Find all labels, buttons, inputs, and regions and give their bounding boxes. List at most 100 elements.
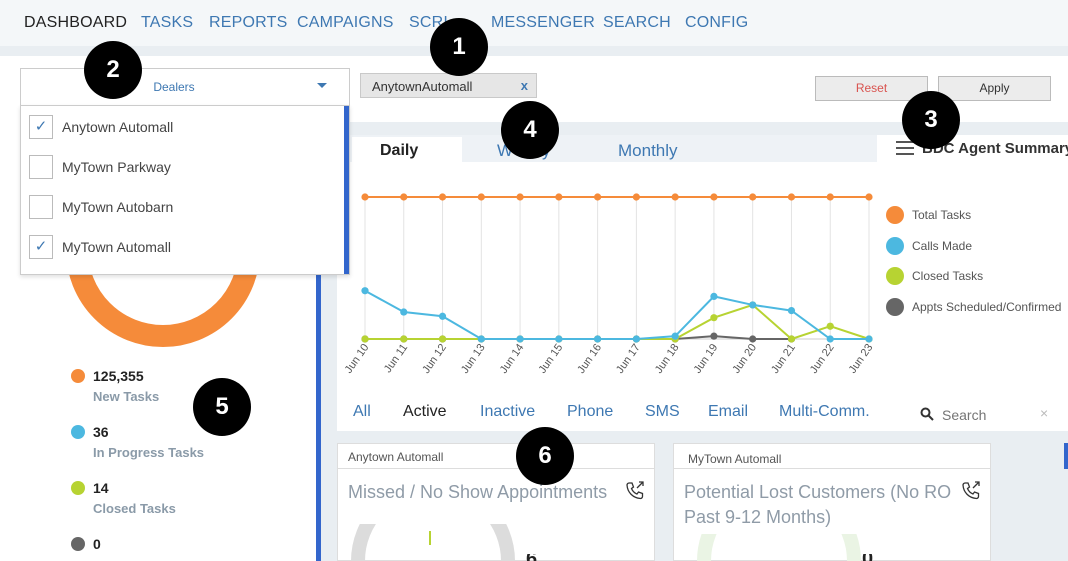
right-edge-scroll[interactable] xyxy=(1064,443,1068,469)
tab-daily[interactable]: Daily xyxy=(380,142,419,159)
x-tick-label: Jun 21 xyxy=(769,342,798,376)
data-point xyxy=(594,193,602,201)
tab-all[interactable]: All xyxy=(353,403,371,420)
data-point xyxy=(594,335,602,343)
x-tick-label: Jun 11 xyxy=(382,342,410,375)
apply-button[interactable]: Apply xyxy=(938,76,1051,101)
card-dealer-label: MyTown Automall xyxy=(688,452,782,466)
data-point xyxy=(516,335,524,343)
data-point xyxy=(710,332,718,340)
card-divider xyxy=(338,468,654,469)
card-title-line1: Potential Lost Customers (No RO xyxy=(684,482,952,502)
gauge-track xyxy=(697,534,861,561)
x-tick-label: Jun 13 xyxy=(459,342,488,376)
search-input[interactable] xyxy=(942,404,1032,426)
x-tick-label: Jun 19 xyxy=(692,342,721,376)
card-value: 0 xyxy=(862,554,873,561)
closed-count: 14 xyxy=(93,480,109,496)
data-point xyxy=(438,335,447,343)
tab-active[interactable]: Active xyxy=(403,403,447,420)
data-point xyxy=(477,193,485,201)
data-point xyxy=(555,335,563,343)
x-tick-label: Jun 14 xyxy=(498,342,527,376)
legend-calls-made[interactable]: Calls Made xyxy=(912,239,973,253)
new-tasks-count: 125,355 xyxy=(93,368,144,384)
search-clear-icon[interactable]: × xyxy=(1040,405,1049,421)
data-point xyxy=(361,193,369,201)
legend-total-tasks[interactable]: Total Tasks xyxy=(912,208,972,222)
data-point xyxy=(749,301,757,309)
nav-search[interactable]: SEARCH xyxy=(603,14,671,31)
dealer-option-label: Anytown Automall xyxy=(62,119,174,135)
dealer-option[interactable]: MyTown Parkway xyxy=(21,147,341,187)
data-point xyxy=(865,193,873,201)
appts-dot xyxy=(71,537,85,551)
checkbox-checked[interactable]: ✓ xyxy=(29,115,53,139)
dealer-select-label: Dealers xyxy=(153,80,195,94)
x-tick-label: Jun 17 xyxy=(614,342,643,376)
legend-closed-tasks[interactable]: Closed Tasks xyxy=(912,269,984,283)
card-missed-appointments[interactable]: Anytown Automall Missed / No Show Appoin… xyxy=(337,443,655,561)
data-point xyxy=(361,335,369,343)
marker-6: 6 xyxy=(516,427,574,485)
checkbox-unchecked[interactable] xyxy=(29,155,53,179)
marker-4: 4 xyxy=(501,101,559,159)
in-progress-dot xyxy=(71,425,85,439)
data-point xyxy=(438,193,447,201)
dropdown-scrollbar[interactable] xyxy=(344,106,349,274)
tab-phone[interactable]: Phone xyxy=(567,403,614,420)
data-point xyxy=(710,193,718,201)
tab-inactive[interactable]: Inactive xyxy=(480,403,536,420)
nav-messenger[interactable]: MESSENGER xyxy=(491,14,596,31)
data-point xyxy=(826,193,834,201)
data-point xyxy=(438,312,447,320)
closed-label: Closed Tasks xyxy=(93,501,176,516)
x-tick-label: Jun 10 xyxy=(343,342,372,376)
chip-remove-button[interactable]: x xyxy=(520,78,528,93)
dealer-select[interactable]: Dealers xyxy=(20,68,350,106)
phone-outgoing-icon xyxy=(962,481,980,500)
tab-monthly[interactable]: Monthly xyxy=(618,141,678,160)
chart-title: BDC Agent Summary xyxy=(922,140,1068,157)
card-divider xyxy=(674,468,990,469)
x-tick-label: Jun 12 xyxy=(420,342,449,376)
legend-total-tasks-dot xyxy=(886,206,904,224)
chart-panel xyxy=(337,135,1068,393)
tab-email[interactable]: Email xyxy=(708,403,749,420)
nav-reports[interactable]: REPORTS xyxy=(209,14,288,31)
nav-dashboard[interactable]: DASHBOARD xyxy=(24,14,128,31)
summary-scrollbar[interactable] xyxy=(316,240,321,561)
dealer-option[interactable]: ✓ MyTown Automall xyxy=(21,227,341,267)
dealer-option[interactable]: MyTown Autobarn xyxy=(21,187,341,227)
marker-3: 3 xyxy=(902,91,960,149)
data-point xyxy=(400,308,408,316)
checkbox-checked[interactable]: ✓ xyxy=(29,235,53,259)
tab-sms[interactable]: SMS xyxy=(645,403,680,420)
in-progress-label: In Progress Tasks xyxy=(93,445,205,460)
menu-icon[interactable] xyxy=(896,141,914,155)
legend-appts[interactable]: Appts Scheduled/Confirmed xyxy=(912,300,1062,314)
nav-campaigns[interactable]: CAMPAIGNS xyxy=(297,14,394,31)
dealer-dropdown-list: ✓ Anytown Automall MyTown Parkway MyTown… xyxy=(20,105,350,275)
data-point xyxy=(671,332,679,340)
nav-tasks[interactable]: TASKS xyxy=(141,14,194,31)
data-point xyxy=(361,287,369,295)
dealer-option-label: MyTown Autobarn xyxy=(62,199,174,215)
tab-multi-comm[interactable]: Multi-Comm. xyxy=(779,403,870,420)
legend-closed-tasks-dot xyxy=(886,267,904,285)
gauge-track xyxy=(351,524,515,561)
card-lost-customers[interactable]: MyTown Automall Potential Lost Customers… xyxy=(673,443,991,561)
data-point xyxy=(632,335,640,343)
data-point xyxy=(710,314,718,322)
marker-5: 5 xyxy=(193,378,251,436)
dealer-option[interactable]: ✓ Anytown Automall xyxy=(21,107,341,147)
card-gauge xyxy=(351,524,515,561)
series-line xyxy=(364,289,869,340)
nav-config[interactable]: CONFIG xyxy=(685,14,749,31)
reset-button[interactable]: Reset xyxy=(815,76,928,101)
x-tick-label: Jun 23 xyxy=(847,342,876,376)
checkbox-unchecked[interactable] xyxy=(29,195,53,219)
data-point xyxy=(826,322,834,330)
data-point xyxy=(555,193,563,201)
data-point xyxy=(632,193,640,201)
